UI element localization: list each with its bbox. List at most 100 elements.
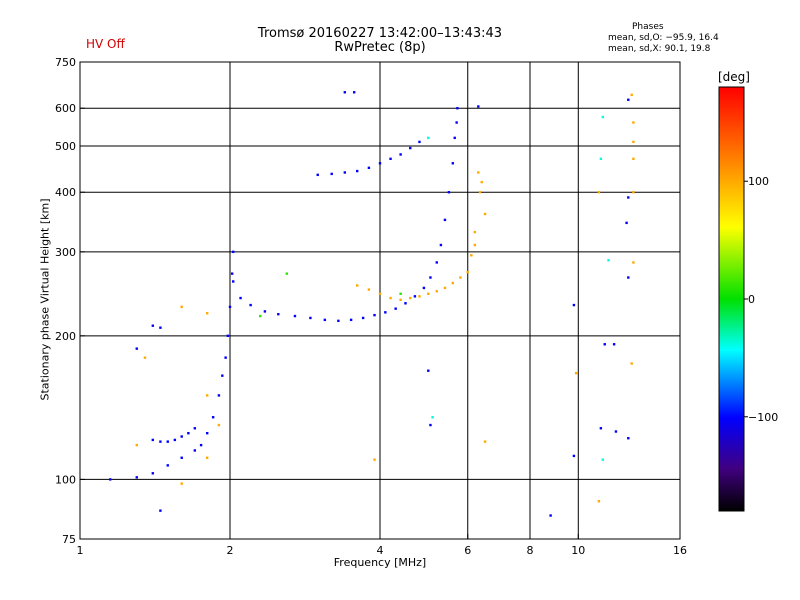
grid-lines [80,62,680,539]
data-point [627,196,630,199]
data-point [597,191,601,194]
data-point [337,319,340,323]
x-tick-label: 10 [571,544,585,557]
data-point [435,261,438,264]
data-point [180,456,183,459]
data-point [439,243,443,247]
y-tick-label: 400 [55,186,76,199]
data-point [399,298,402,301]
x-tick-label: 8 [527,544,534,557]
data-point [263,310,267,313]
y-axis-ticks: 75 100 200 300 400 500 600 750 [55,56,85,546]
data-point [187,431,190,435]
data-point [239,296,242,300]
data-point [159,326,162,329]
data-point [309,316,312,320]
data-point [205,431,209,435]
phases-title: Phases [632,22,664,32]
data-point [232,280,235,283]
data-point [143,356,147,359]
data-point [205,456,209,459]
data-point [352,91,356,94]
colorbar-tick-label: −100 [748,411,778,424]
data-point [180,482,183,485]
data-point [199,443,203,447]
data-point [451,162,455,165]
data-point [455,121,458,124]
data-point [343,171,347,174]
data-point [151,438,155,442]
data-point [373,313,376,317]
y-tick-label: 100 [55,473,76,486]
data-point [404,302,407,305]
x-axis-ticks: 1 2 4 6 8 10 16 [77,534,687,557]
data-point [483,440,487,443]
data-point [277,312,280,316]
data-point [109,478,112,481]
data-point [483,212,487,216]
data-point [151,472,155,475]
data-point [427,292,430,295]
data-point [367,288,371,291]
data-point [477,105,480,108]
data-point [612,343,616,346]
data-point [151,324,155,327]
data-point [330,172,333,176]
data-point [599,427,603,430]
data-point [456,107,459,110]
data-point [632,157,635,161]
y-tick-label: 750 [55,56,76,69]
data-point [418,295,421,298]
data-point [630,362,633,365]
data-point [413,295,417,298]
data-point [285,272,288,275]
data-point [394,307,397,310]
data-point [632,140,635,144]
data-point [399,153,402,156]
data-point [193,427,197,430]
data-point [316,173,319,177]
data-point [478,191,482,194]
data-point [373,458,376,461]
data-point [389,296,392,300]
chart-title: Tromsø 20160227 13:42:00–13:43:43 [257,26,503,41]
data-point [180,305,183,309]
data-point [427,369,430,372]
colorbar-tick-label: 100 [748,175,769,188]
x-tick-label: 1 [77,544,84,557]
data-point [355,284,359,287]
data-point [601,458,605,461]
data-point [477,171,480,174]
colorbar [718,86,745,512]
x-tick-label: 4 [377,544,384,557]
data-point [435,290,438,293]
data-point [453,136,456,140]
data-point [224,356,227,359]
data-point [409,296,412,300]
data-point [627,276,630,279]
y-tick-label: 75 [62,533,76,546]
colorbar-ticks: 100 0 −100 [744,175,778,424]
data-point [627,98,630,101]
data-point [574,371,578,375]
data-point [349,318,353,322]
data-point [135,443,138,447]
data-point [135,476,138,479]
y-axis-label: Stationary phase Virtual Height [km] [38,198,52,401]
data-point [429,276,432,279]
data-point [249,303,252,307]
data-point [293,314,297,318]
data-point [443,286,447,290]
data-point [384,311,387,314]
x-tick-label: 2 [227,544,234,557]
data-point [159,440,162,443]
data-point [205,312,209,315]
data-point [607,259,610,262]
data-point [211,416,215,419]
hv-status-label: HV Off [86,37,125,51]
phases-x-stats: mean, sd,X: 90.1, 19.8 [608,44,711,54]
data-point [601,115,605,119]
data-point [627,437,630,440]
data-point [427,136,430,140]
